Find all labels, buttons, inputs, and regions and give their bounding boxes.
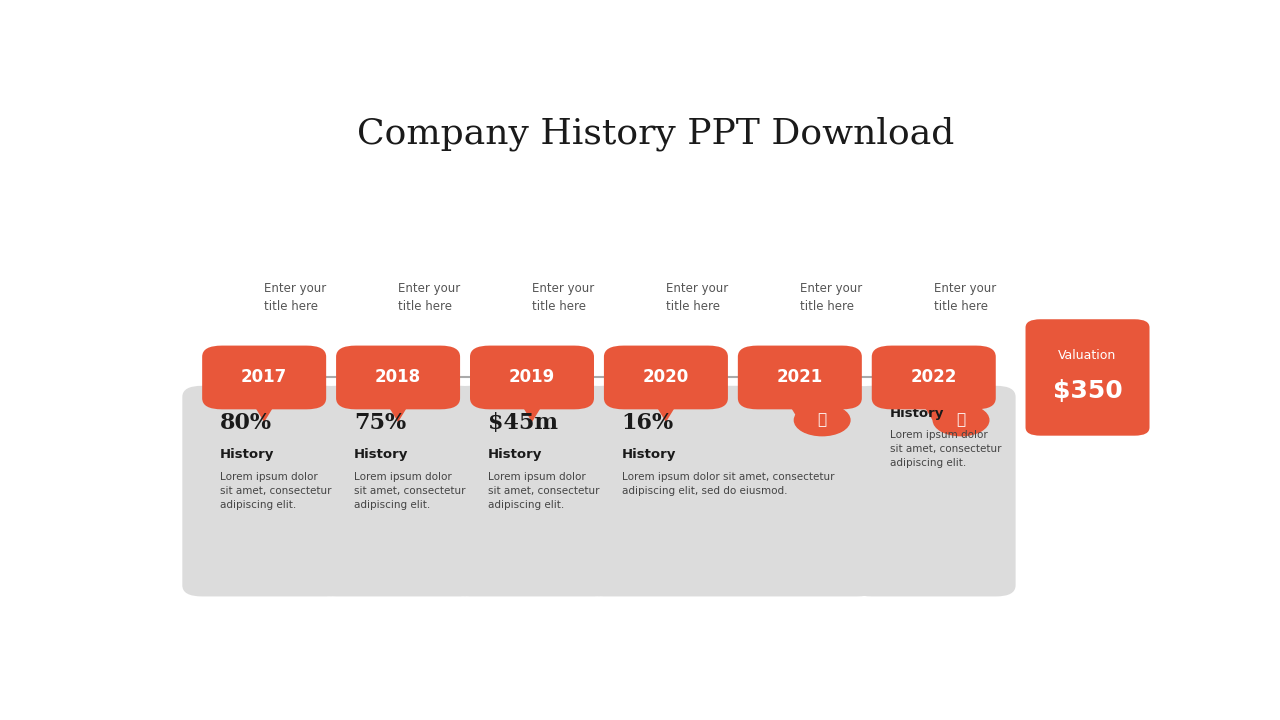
FancyBboxPatch shape [852, 386, 1015, 596]
Text: Enter your
title here: Enter your title here [264, 282, 326, 312]
FancyBboxPatch shape [737, 346, 861, 410]
Text: 2018: 2018 [375, 369, 421, 387]
Text: Lorem ipsum dolor
sit amet, consectetur
adipiscing elit.: Lorem ipsum dolor sit amet, consectetur … [220, 472, 332, 510]
FancyBboxPatch shape [451, 386, 614, 596]
Text: 16%: 16% [622, 413, 673, 434]
Circle shape [933, 405, 989, 436]
Text: $350: $350 [1052, 379, 1123, 403]
Text: Lorem ipsum dolor sit amet, consectetur
adipiscing elit, sed do eiusmod.: Lorem ipsum dolor sit amet, consectetur … [622, 472, 835, 495]
Text: History: History [220, 449, 274, 462]
Text: Lorem ipsum dolor
sit amet, consectetur
adipiscing elit.: Lorem ipsum dolor sit amet, consectetur … [488, 472, 599, 510]
Text: 2019: 2019 [509, 369, 556, 387]
Text: Company History PPT Download: Company History PPT Download [357, 116, 955, 150]
FancyBboxPatch shape [604, 346, 728, 410]
Text: Enter your
title here: Enter your title here [532, 282, 594, 312]
Text: $45m: $45m [488, 413, 558, 434]
Text: 2021: 2021 [777, 369, 823, 387]
FancyBboxPatch shape [316, 386, 480, 596]
FancyBboxPatch shape [584, 386, 877, 596]
FancyBboxPatch shape [872, 346, 996, 410]
Text: History: History [355, 449, 408, 462]
Text: 2017: 2017 [241, 369, 287, 387]
Circle shape [795, 405, 850, 436]
Text: 2020: 2020 [643, 369, 689, 387]
Text: 2022: 2022 [910, 369, 957, 387]
FancyBboxPatch shape [337, 346, 460, 410]
Text: Lorem ipsum dolor
sit amet, consectetur
adipiscing elit.: Lorem ipsum dolor sit amet, consectetur … [355, 472, 466, 510]
Text: 💡: 💡 [818, 413, 827, 428]
Text: Enter your
title here: Enter your title here [934, 282, 996, 312]
Text: History: History [890, 407, 943, 420]
FancyBboxPatch shape [202, 346, 326, 410]
Polygon shape [920, 401, 947, 422]
Text: Enter your
title here: Enter your title here [800, 282, 863, 312]
Polygon shape [520, 401, 545, 422]
Text: Lorem ipsum dolor
sit amet, consectetur
adipiscing elit.: Lorem ipsum dolor sit amet, consectetur … [890, 430, 1001, 468]
Text: 75%: 75% [355, 413, 406, 434]
Polygon shape [653, 401, 678, 422]
Text: History: History [622, 449, 676, 462]
FancyBboxPatch shape [470, 346, 594, 410]
Text: 🔒: 🔒 [956, 413, 965, 428]
Text: History: History [488, 449, 543, 462]
Text: 80%: 80% [220, 413, 273, 434]
Text: Valuation: Valuation [1059, 348, 1116, 361]
Text: Enter your
title here: Enter your title here [398, 282, 461, 312]
FancyBboxPatch shape [1025, 319, 1149, 436]
Polygon shape [251, 401, 276, 422]
Text: Enter your
title here: Enter your title here [666, 282, 728, 312]
Polygon shape [385, 401, 411, 422]
Polygon shape [787, 401, 813, 422]
FancyBboxPatch shape [182, 386, 346, 596]
